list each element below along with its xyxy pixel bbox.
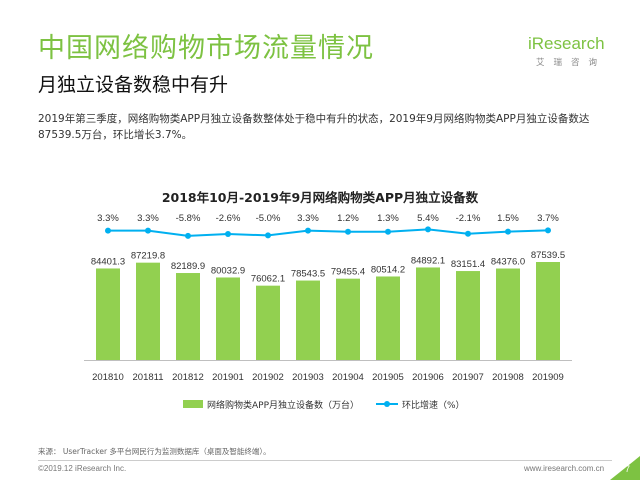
bar-201902 [256,285,280,360]
x-tick-label: 201904 [332,372,364,383]
x-tick-label: 201810 [92,372,124,383]
bar-value-label: 78543.5 [291,269,325,280]
bar-value-label: 82189.9 [171,261,205,272]
growth-point [185,232,191,239]
page-title: 中国网络购物市场流量情况 [38,33,374,64]
x-tick-label: 201812 [172,372,204,383]
summary-text: 2019年第三季度，网络购物类APP月独立设备数整体处于稳中有升的状态，2019… [38,113,590,141]
bar-value-label: 76062.1 [251,274,285,285]
growth-point [345,228,351,235]
footer-divider [38,460,612,461]
bar-value-label: 80514.2 [371,264,405,275]
growth-value-label: -2.6% [216,213,241,224]
bar-201903 [296,280,320,360]
x-tick-label: 201905 [372,372,404,383]
page-number: 7 [624,464,630,474]
bar-201905 [376,276,400,360]
growth-point [145,227,151,234]
growth-point [225,231,231,238]
x-tick-label: 201908 [492,372,524,383]
bar-value-label: 84892.1 [411,255,445,266]
bar-201906 [416,267,440,360]
website-link[interactable]: www.iresearch.com.cn [524,464,605,473]
growth-point [265,232,271,239]
x-axis: 201810 201811 201812 201901 201902 201903 2019… [84,360,572,383]
bar-201811 [136,262,160,360]
source-note: 来源： UserTracker 多平台网民行为监测数据库（桌面及智能终端）。 [38,447,271,456]
bar-201904 [336,278,360,360]
legend-line-label: 环比增速（%） [402,399,465,411]
x-tick-label: 201811 [133,372,164,383]
x-tick-label: 201902 [252,372,284,383]
growth-point [305,227,311,234]
logo-wordmark: iResearch [528,34,605,53]
legend-bar-swatch [183,400,203,408]
growth-point [545,227,551,234]
chart-title: 2018年10月-2019年9月网络购物类APP月独立设备数 [162,190,479,205]
bar-201810 [96,268,120,360]
growth-value-label: 1.2% [337,213,359,224]
growth-value-label: -2.1% [456,213,481,224]
growth-point [385,228,391,235]
growth-point [425,226,431,233]
legend-bar-label: 网络购物类APP月独立设备数（万台） [207,399,359,411]
growth-line [108,228,549,237]
growth-value-label: 3.3% [97,213,119,224]
bar-value-label: 87219.8 [131,251,165,262]
bar-value-label: 83151.4 [451,259,485,270]
bar-value-label: 84401.3 [91,256,125,267]
bar-value-label: 79455.4 [331,267,365,278]
iresearch-logo: iResearch 艾瑞咨询 [528,34,612,72]
growth-value-label: -5.8% [176,213,201,224]
x-tick-label: 201907 [452,372,484,383]
growth-value-label: 3.7% [537,213,559,224]
bar-value-label: 80032.9 [211,265,245,276]
bar-value-label: 87539.5 [531,250,565,261]
copyright-text: ©2019.12 iResearch Inc. [38,464,127,473]
page-subtitle: 月独立设备数稳中有升 [38,74,229,96]
bar-value-label: 84376.0 [491,257,525,268]
bar-201908 [496,268,520,360]
growth-line-series: 3.3% 3.3% -5.8% -2.6% -5.0% 3.3% 1.2% 1.3% 5.4% -… [97,213,559,239]
x-tick-label: 201909 [532,372,564,383]
bar-201909 [536,262,560,360]
bar-201812 [176,273,200,360]
bar-201907 [456,271,480,360]
growth-value-label: 3.3% [297,213,319,224]
x-tick-label: 201906 [412,372,444,383]
growth-value-label: 3.3% [137,213,159,224]
growth-point [105,227,111,234]
x-tick-label: 201903 [292,372,324,383]
bar-201901 [216,277,240,360]
growth-value-label: 5.4% [417,213,439,224]
logo-subtitle: 艾瑞咨询 [536,58,607,68]
growth-value-label: 1.3% [377,213,399,224]
legend-line-marker [384,401,390,407]
legend: 网络购物类APP月独立设备数（万台） 环比增速（%） [183,399,465,411]
growth-point [505,228,511,235]
growth-value-label: -5.0% [256,213,281,224]
corner-decoration [610,456,640,480]
growth-value-label: 1.5% [497,213,519,224]
bar-series: 84401.3 87219.8 82189.9 80032.9 76062.1 78543… [91,250,565,360]
growth-point [465,230,471,237]
x-tick-label: 201901 [212,372,244,383]
